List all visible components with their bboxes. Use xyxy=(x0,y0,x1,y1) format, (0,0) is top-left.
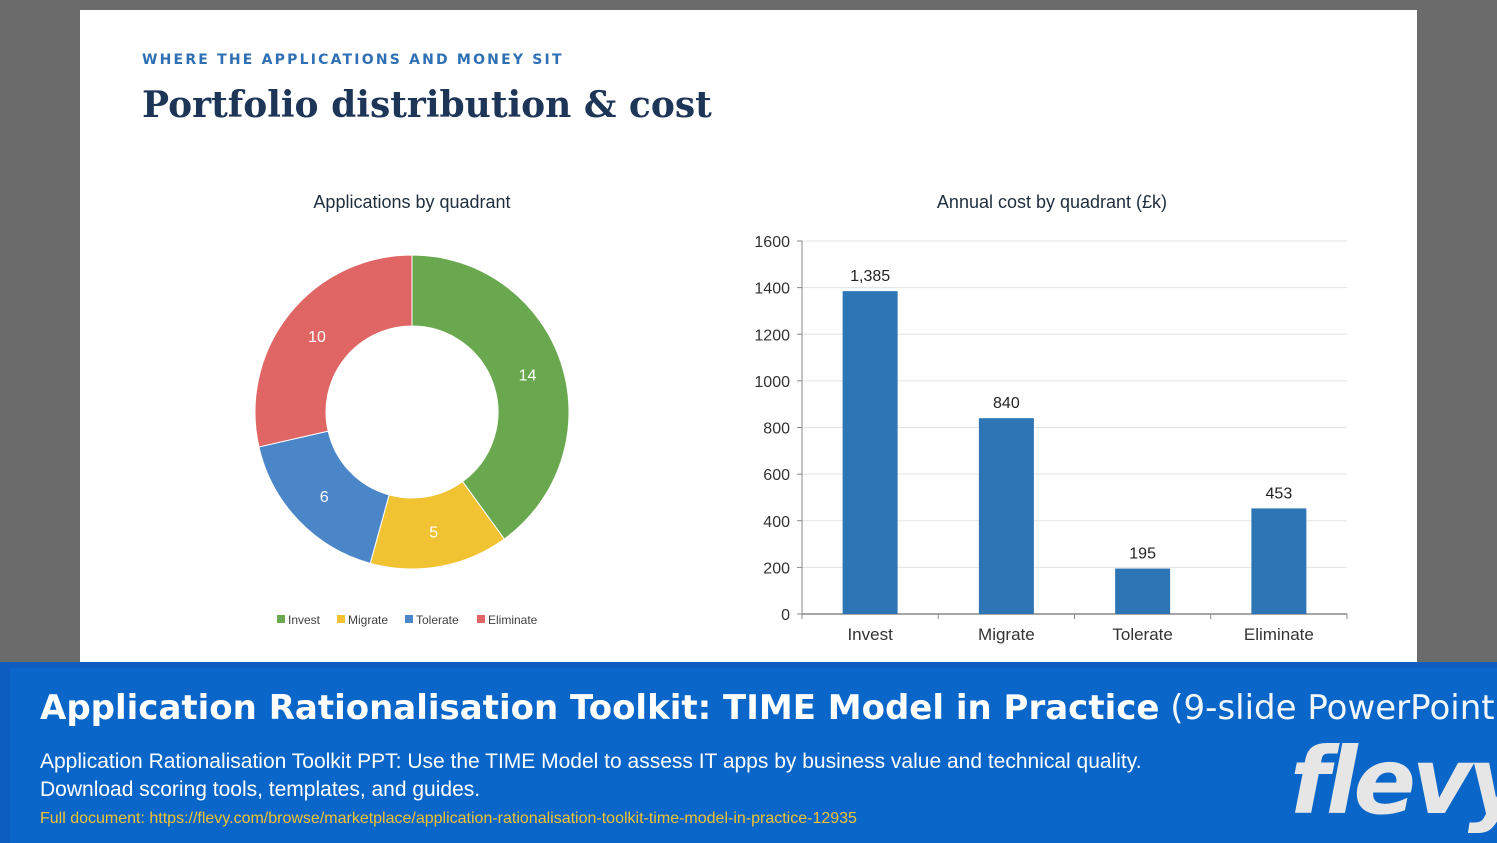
legend-swatch-migrate xyxy=(337,615,345,623)
y-tick-label-200: 200 xyxy=(763,560,790,577)
slide-kicker: WHERE THE APPLICATIONS AND MONEY SIT xyxy=(142,52,564,68)
donut-chart-title: Applications by quadrant xyxy=(313,192,511,212)
bar-data-label-eliminate: 453 xyxy=(1266,485,1293,502)
legend-label-migrate: Migrate xyxy=(348,613,388,627)
bar-data-label-migrate: 840 xyxy=(993,395,1020,412)
legend-label-eliminate: Eliminate xyxy=(488,613,538,627)
y-tick-label-800: 800 xyxy=(763,421,790,438)
bar-data-label-invest: 1,385 xyxy=(850,268,890,285)
banner-description: Application Rationalisation Toolkit PPT:… xyxy=(40,748,1220,804)
donut-chart: 14 5 6 10 Invest Migrate Tolerate Eliminate xyxy=(254,254,570,627)
bar-data-label-tolerate: 195 xyxy=(1129,546,1156,563)
bar-migrate xyxy=(978,418,1034,614)
banner-title-light: (9-slide PowerPoint) xyxy=(1170,688,1497,728)
legend-label-tolerate: Tolerate xyxy=(416,613,459,627)
y-tick-label-600: 600 xyxy=(763,467,790,484)
donut-slice-eliminate xyxy=(254,254,413,448)
legend-label-invest: Invest xyxy=(288,613,321,627)
banner-title-bold: Application Rationalisation Toolkit: TIM… xyxy=(40,688,1160,728)
donut-data-label-tolerate: 6 xyxy=(320,489,329,506)
x-tick-label-migrate: Migrate xyxy=(978,625,1035,644)
x-tick-label-tolerate: Tolerate xyxy=(1112,625,1172,644)
slide-title: Portfolio distribution & cost xyxy=(142,84,712,126)
y-tick-label-1000: 1000 xyxy=(754,374,790,391)
legend-swatch-invest xyxy=(277,615,285,623)
bar-tolerate xyxy=(1115,568,1171,614)
y-tick-label-1600: 1600 xyxy=(754,234,790,251)
donut-slice-tolerate xyxy=(258,430,390,564)
donut-data-label-migrate: 5 xyxy=(429,525,438,542)
banner-link[interactable]: Full document: https://flevy.com/browse/… xyxy=(40,810,857,827)
legend-swatch-eliminate xyxy=(477,615,485,623)
donut-data-label-eliminate: 10 xyxy=(308,329,326,346)
y-tick-label-1400: 1400 xyxy=(754,281,790,298)
flevy-logo: flevy xyxy=(1290,728,1497,835)
banner-description-line-1: Application Rationalisation Toolkit PPT:… xyxy=(40,750,1142,773)
banner-title: Application Rationalisation Toolkit: TIM… xyxy=(40,688,1497,728)
slide: WHERE THE APPLICATIONS AND MONEY SIT Por… xyxy=(80,10,1417,662)
bar-chart-title: Annual cost by quadrant (£k) xyxy=(936,192,1168,212)
bar-chart: 0 200 400 600 800 1000 1200 1400 1600 1,385 Invest… xyxy=(754,234,1348,644)
donut-slice-invest xyxy=(411,254,570,540)
y-tick-label-1200: 1200 xyxy=(754,327,790,344)
y-tick-label-400: 400 xyxy=(763,514,790,531)
x-tick-label-invest: Invest xyxy=(847,625,893,644)
footer-banner-panel xyxy=(10,668,1497,843)
bar-invest xyxy=(842,291,898,614)
legend-swatch-tolerate xyxy=(405,615,413,623)
bar-eliminate xyxy=(1251,508,1307,614)
footer-banner xyxy=(0,662,1497,843)
y-tick-label-0: 0 xyxy=(781,607,790,624)
banner-description-line-2: Download scoring tools, templates, and g… xyxy=(40,778,481,801)
donut-data-label-invest: 14 xyxy=(519,367,537,384)
x-tick-label-eliminate: Eliminate xyxy=(1244,625,1314,644)
